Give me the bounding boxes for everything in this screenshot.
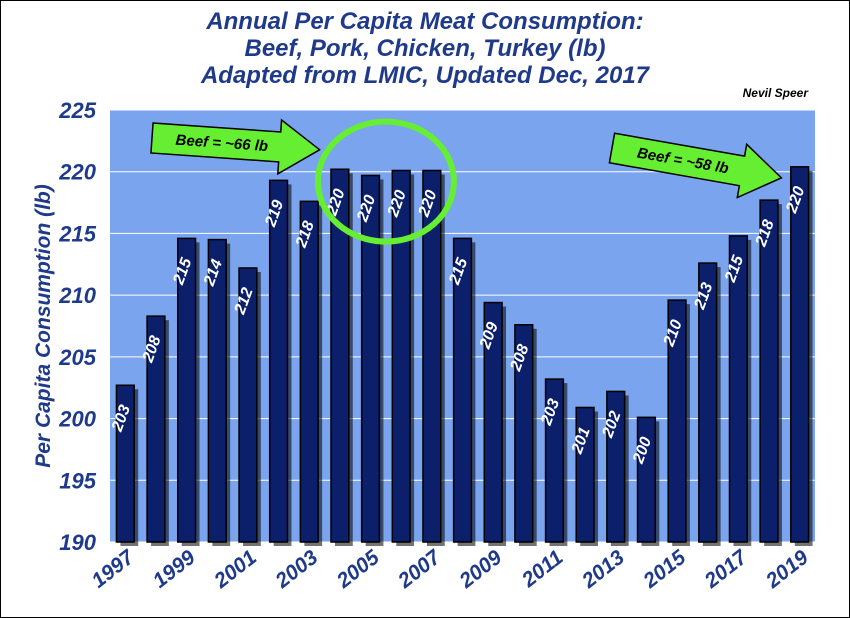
chart-title-line-2: Beef, Pork, Chicken, Turkey (lb) bbox=[244, 35, 606, 62]
x-tick-1999: 1999 bbox=[149, 546, 200, 593]
bar-2009 bbox=[483, 301, 503, 543]
highlight-circle bbox=[314, 118, 457, 245]
bar-1999 bbox=[176, 237, 197, 543]
x-tick-2011: 2011 bbox=[517, 546, 568, 593]
beef-66-arrow-shape bbox=[150, 118, 321, 176]
bar-2007 bbox=[422, 169, 442, 543]
bar-2003 bbox=[299, 200, 319, 543]
bar-2017 bbox=[728, 235, 749, 543]
y-tick-210: 210 bbox=[58, 283, 96, 308]
bar-2018 bbox=[759, 199, 779, 543]
beef-66-arrow: Beef = ~66 lb bbox=[150, 118, 321, 176]
x-tick-2003: 2003 bbox=[271, 546, 323, 594]
bar-2010 bbox=[514, 324, 534, 543]
bar-2012 bbox=[575, 406, 595, 543]
x-tick-2001: 2001 bbox=[209, 546, 261, 594]
chart-credit: Nevil Speer bbox=[742, 86, 808, 100]
x-tick-2019: 2019 bbox=[761, 546, 813, 594]
bar-2019 bbox=[790, 166, 810, 543]
y-tick-215: 215 bbox=[58, 221, 96, 246]
y-tick-195: 195 bbox=[59, 468, 96, 493]
bar-2004 bbox=[330, 168, 350, 543]
bar-2001 bbox=[238, 267, 258, 543]
bars bbox=[115, 166, 813, 547]
y-tick-200: 200 bbox=[58, 407, 96, 432]
bar-2005 bbox=[360, 174, 381, 543]
y-tick-225: 225 bbox=[58, 98, 96, 123]
bar-1998 bbox=[146, 315, 166, 543]
y-axis-label: Per Capita Consumption (lb) bbox=[32, 184, 55, 468]
x-tick-2005: 2005 bbox=[332, 546, 384, 594]
chart-title-line-3: Adapted from LMIC, Updated Dec, 2017 bbox=[200, 62, 650, 89]
bar-2015 bbox=[667, 299, 687, 543]
y-tick-220: 220 bbox=[58, 160, 96, 185]
x-axis-ticks: 1997 1999 2001 2003 2005 2007 2009 2011 2013 2015… bbox=[87, 545, 813, 593]
x-tick-2015: 2015 bbox=[638, 546, 690, 594]
y-tick-205: 205 bbox=[58, 345, 96, 370]
x-tick-2009: 2009 bbox=[454, 546, 506, 594]
bar-2002 bbox=[268, 179, 289, 543]
bar-2014 bbox=[636, 416, 657, 543]
bar-2006 bbox=[391, 169, 411, 543]
bar-2011 bbox=[544, 378, 565, 543]
beef-58-arrow-shape bbox=[608, 132, 783, 199]
bar-2000 bbox=[207, 238, 227, 543]
bar-1997 bbox=[115, 384, 135, 543]
x-tick-2007: 2007 bbox=[393, 545, 446, 593]
bar-2013 bbox=[606, 390, 626, 543]
y-tick-190: 190 bbox=[59, 530, 96, 555]
bar-2008 bbox=[452, 237, 473, 543]
bar-2016 bbox=[698, 262, 718, 543]
chart-title-line-1: Annual Per Capita Meat Consumption: bbox=[206, 8, 644, 35]
x-tick-2013: 2013 bbox=[577, 546, 629, 594]
beef-66-arrow-label: Beef = ~66 lb bbox=[175, 132, 269, 155]
y-axis-ticks: 190 195 200 205 210 215 220 225 bbox=[58, 98, 96, 555]
x-tick-2017: 2017 bbox=[700, 545, 753, 593]
